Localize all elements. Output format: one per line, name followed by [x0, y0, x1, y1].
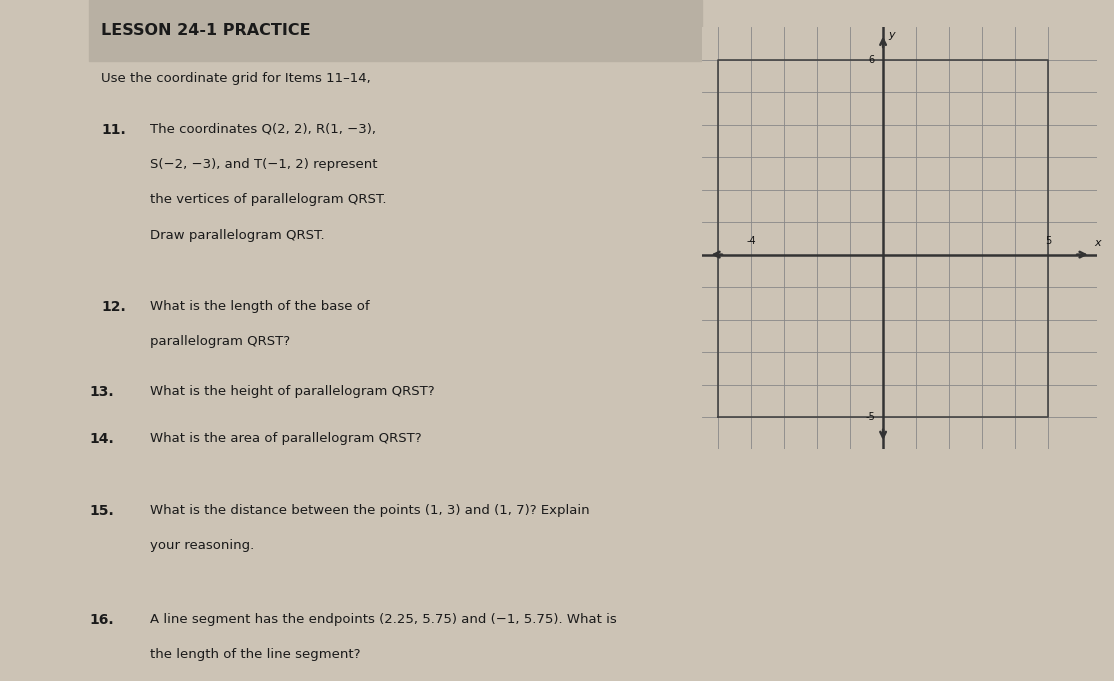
Text: 14.: 14.: [89, 432, 114, 447]
Text: the vertices of parallelogram QRST.: the vertices of parallelogram QRST.: [150, 193, 387, 206]
Text: What is the distance between the points (1, 3) and (1, 7)? Explain: What is the distance between the points …: [150, 504, 590, 517]
Text: What is the height of parallelogram QRST?: What is the height of parallelogram QRST…: [150, 385, 434, 398]
Text: y: y: [888, 31, 895, 40]
Text: A line segment has the endpoints (2.25, 5.75) and (−1, 5.75). What is: A line segment has the endpoints (2.25, …: [150, 613, 617, 626]
Text: 15.: 15.: [89, 504, 114, 518]
Text: the length of the line segment?: the length of the line segment?: [150, 648, 361, 661]
Text: 11.: 11.: [101, 123, 126, 137]
Text: -4: -4: [746, 236, 756, 247]
Text: Draw parallelogram QRST.: Draw parallelogram QRST.: [150, 229, 325, 242]
Text: The coordinates Q(2, 2), R(1, −3),: The coordinates Q(2, 2), R(1, −3),: [150, 123, 377, 136]
Text: S(−2, −3), and T(−1, 2) represent: S(−2, −3), and T(−1, 2) represent: [150, 158, 378, 171]
Text: x: x: [1094, 238, 1101, 248]
Bar: [89, 0, 702, 61]
Text: 13.: 13.: [89, 385, 114, 399]
Text: parallelogram QRST?: parallelogram QRST?: [150, 335, 291, 348]
Text: 5: 5: [1045, 236, 1051, 247]
Text: your reasoning.: your reasoning.: [150, 539, 255, 552]
Text: 16.: 16.: [89, 613, 114, 627]
Text: -5: -5: [866, 412, 874, 422]
Text: What is the length of the base of: What is the length of the base of: [150, 300, 370, 313]
Text: 12.: 12.: [101, 300, 126, 314]
Text: What is the area of parallelogram QRST?: What is the area of parallelogram QRST?: [150, 432, 422, 445]
Text: 6: 6: [869, 54, 874, 65]
Text: Use the coordinate grid for Items 11–14,: Use the coordinate grid for Items 11–14,: [101, 72, 371, 84]
Text: LESSON 24-1 PRACTICE: LESSON 24-1 PRACTICE: [101, 23, 311, 38]
